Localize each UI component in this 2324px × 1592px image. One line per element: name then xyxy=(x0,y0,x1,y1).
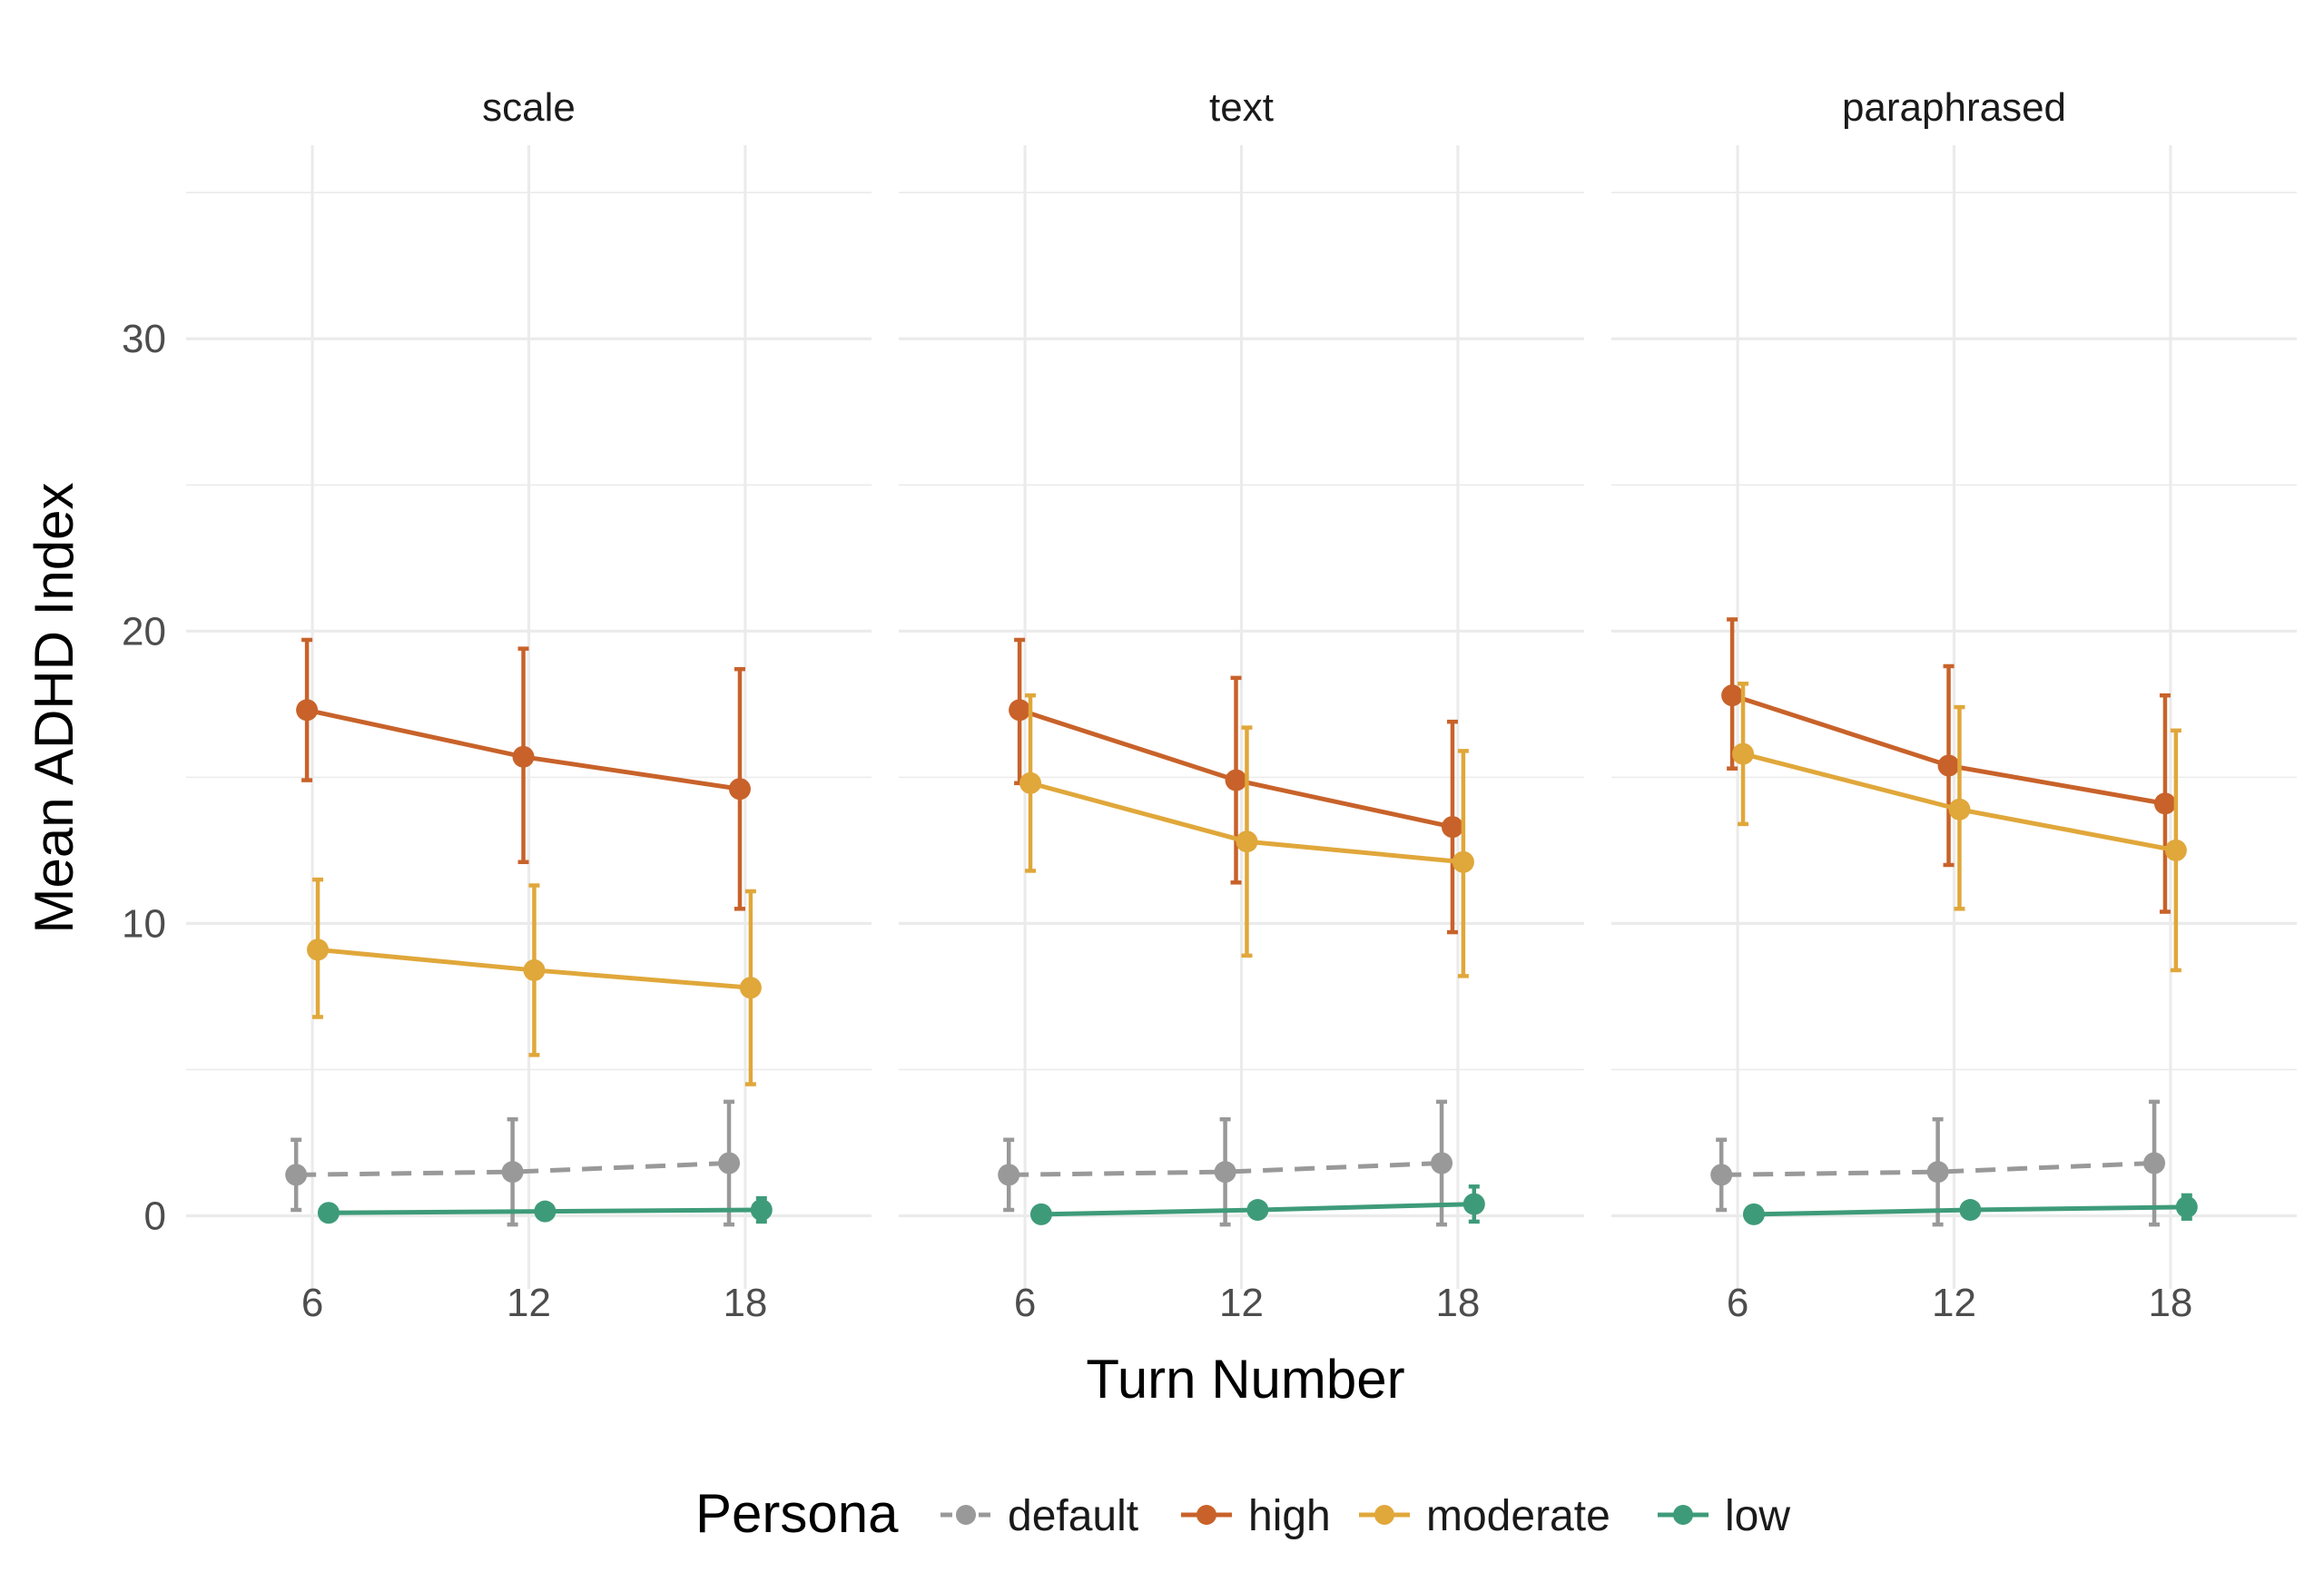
data-point-high xyxy=(728,778,751,801)
legend-label-low: low xyxy=(1725,1492,1790,1540)
data-point-default xyxy=(285,1164,308,1186)
legend-item-default: default xyxy=(940,1492,1138,1540)
data-point-low xyxy=(1462,1193,1485,1215)
data-point-default xyxy=(1926,1161,1949,1184)
y-axis: 0 10 20 30 xyxy=(122,317,166,1238)
legend-label-high: high xyxy=(1248,1492,1331,1540)
legend-title: Persona xyxy=(695,1483,899,1544)
series-default xyxy=(285,1099,741,1227)
x-tick-label: 6 xyxy=(1727,1281,1748,1325)
data-point-moderate xyxy=(1019,771,1042,794)
legend: Persona default high moderate low xyxy=(695,1483,1790,1544)
data-point-moderate xyxy=(1732,742,1755,765)
x-tick-label: 18 xyxy=(1435,1281,1480,1325)
x-tick-label: 18 xyxy=(2148,1281,2192,1325)
data-point-low xyxy=(317,1202,340,1224)
series-moderate xyxy=(307,877,762,1086)
series-moderate xyxy=(1732,682,2187,973)
data-point-low xyxy=(1029,1203,1052,1225)
data-point-moderate xyxy=(1452,850,1474,873)
series-moderate xyxy=(1019,693,1474,978)
series-line-default xyxy=(1009,1161,1443,1177)
series-line-default xyxy=(1721,1161,2155,1177)
data-point-default xyxy=(1431,1152,1453,1174)
data-point-moderate xyxy=(1236,830,1258,853)
data-point-high xyxy=(2153,792,2176,815)
series-default xyxy=(1710,1099,2166,1227)
data-point-low xyxy=(534,1200,556,1223)
data-point-moderate xyxy=(739,977,762,999)
facet-panels: 6 12 18 scale 6 12 18 text 6 12 18 paraphrased xyxy=(186,85,2297,1325)
data-point-moderate xyxy=(2164,839,2187,861)
data-point-high xyxy=(1721,684,1744,707)
legend-key-point xyxy=(1196,1505,1216,1525)
panel-paraphrased: 6 12 18 paraphrased xyxy=(1611,85,2297,1325)
y-tick-label: 30 xyxy=(122,317,166,361)
data-point-low xyxy=(750,1199,773,1222)
legend-item-low: low xyxy=(1658,1492,1790,1540)
x-axis-title: Turn Number xyxy=(1086,1349,1404,1410)
data-point-low xyxy=(2175,1195,2198,1218)
legend-key-point xyxy=(956,1505,976,1525)
strip-label-paraphrased: paraphrased xyxy=(1842,85,2066,130)
panel-text: 6 12 18 text xyxy=(899,85,1584,1325)
series-low xyxy=(1742,1193,2198,1225)
strip-label-text: text xyxy=(1209,85,1274,130)
y-axis-title: Mean ADHD Index xyxy=(24,483,84,934)
strip-label-scale: scale xyxy=(482,85,576,130)
data-point-moderate xyxy=(1948,798,1971,821)
data-point-default xyxy=(998,1164,1020,1186)
x-tick-label: 18 xyxy=(723,1281,767,1325)
x-tick-label: 6 xyxy=(301,1281,323,1325)
series-low xyxy=(317,1195,773,1224)
data-point-low xyxy=(1246,1199,1269,1222)
y-tick-label: 10 xyxy=(122,901,166,946)
data-point-high xyxy=(1937,754,1960,777)
series-high xyxy=(1009,637,1463,935)
legend-label-default: default xyxy=(1008,1492,1138,1540)
panel-scale: 6 12 18 scale xyxy=(186,85,872,1325)
legend-label-moderate: moderate xyxy=(1426,1492,1610,1540)
data-point-default xyxy=(718,1152,741,1174)
data-point-low xyxy=(1742,1203,1765,1225)
x-tick-label: 12 xyxy=(1932,1281,1976,1325)
legend-key-point xyxy=(1374,1505,1394,1525)
data-point-default xyxy=(2143,1152,2166,1174)
series-high xyxy=(296,637,751,911)
data-point-high xyxy=(512,745,535,768)
legend-item-high: high xyxy=(1181,1492,1331,1540)
data-point-default xyxy=(501,1161,524,1184)
data-point-high xyxy=(296,699,319,722)
data-point-low xyxy=(1959,1199,1982,1222)
data-point-high xyxy=(1009,699,1031,722)
data-point-high xyxy=(1441,816,1463,839)
data-point-default xyxy=(1710,1164,1733,1186)
series-high xyxy=(1721,617,2176,914)
data-point-default xyxy=(1214,1161,1236,1184)
data-point-moderate xyxy=(523,958,546,981)
x-tick-label: 6 xyxy=(1014,1281,1036,1325)
y-tick-label: 20 xyxy=(122,609,166,654)
series-low xyxy=(1029,1184,1485,1225)
x-tick-label: 12 xyxy=(1219,1281,1264,1325)
legend-item-moderate: moderate xyxy=(1359,1492,1610,1540)
legend-key-point xyxy=(1673,1505,1693,1525)
data-point-high xyxy=(1225,769,1247,791)
series-line-default xyxy=(296,1161,730,1177)
x-tick-label: 12 xyxy=(507,1281,551,1325)
y-tick-label: 0 xyxy=(144,1194,166,1238)
data-point-moderate xyxy=(307,938,330,961)
